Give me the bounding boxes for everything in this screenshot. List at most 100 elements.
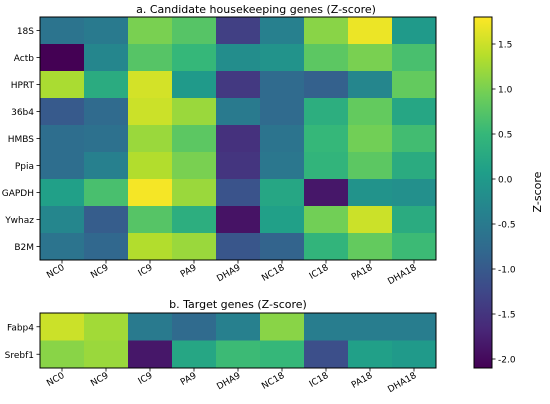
column-label: NC18 [260, 263, 286, 284]
column-label: NC0 [45, 263, 66, 281]
heatmap-cell [392, 233, 437, 261]
heatmap-cell [172, 152, 217, 180]
heatmap-cell [128, 233, 173, 261]
heatmap-cell [260, 98, 305, 126]
colorbar [473, 16, 493, 369]
column-label: DHA9 [215, 263, 242, 285]
heatmap-cell [304, 206, 349, 234]
heatmap-cell [216, 206, 261, 234]
heatmap-cell [84, 340, 129, 369]
column-label: PA18 [350, 263, 375, 283]
column-label: NC0 [45, 371, 66, 389]
panel-b-column-labels: NC0 NC9 IC9 PA9 DHA9 NC18 IC18 PA18 DHA18 [45, 368, 419, 395]
panel-b-heatmap [40, 313, 437, 369]
heatmap-cell [348, 98, 393, 126]
colorbar-tick-label: 1.5 [498, 41, 512, 51]
heatmap-cell [172, 313, 217, 341]
heatmap-cell [260, 71, 305, 99]
colorbar-tick-label: 1.0 [498, 86, 513, 96]
heatmap-cell [172, 17, 217, 45]
heatmap-cell [172, 44, 217, 72]
heatmap-cell [216, 313, 261, 341]
column-label: DHA9 [215, 371, 242, 393]
heatmap-cell [348, 179, 393, 207]
heatmap-cell [304, 17, 349, 45]
heatmap-cell [84, 44, 129, 72]
heatmap-cell [128, 98, 173, 126]
heatmap-cell [304, 125, 349, 153]
heatmap-cell [84, 71, 129, 99]
heatmap-cell [304, 44, 349, 72]
heatmap-cell [348, 152, 393, 180]
row-label: Ppia [15, 162, 34, 172]
heatmap-cell [260, 125, 305, 153]
heatmap-cell [392, 98, 437, 126]
heatmap-cell [40, 44, 85, 72]
heatmap-cell [304, 313, 349, 341]
heatmap-cell [128, 152, 173, 180]
colorbar-tick-label: -2.0 [498, 356, 516, 366]
column-label: IC9 [137, 371, 155, 387]
heatmap-cell [40, 179, 85, 207]
row-label: Fabp4 [7, 323, 34, 333]
row-label: GAPDH [2, 189, 34, 199]
colorbar-tick-label: -1.5 [498, 311, 516, 321]
row-label: B2M [14, 243, 34, 253]
heatmap-cell [172, 98, 217, 126]
panel-a-title: a. Candidate housekeeping genes (Z-score… [136, 3, 376, 16]
heatmap-cell [40, 340, 85, 369]
heatmap-cell [260, 179, 305, 207]
colorbar-tick-label: -1.0 [498, 266, 516, 276]
heatmap-cell [216, 233, 261, 261]
heatmap-cell [172, 233, 217, 261]
heatmap-cell [40, 98, 85, 126]
heatmap-cell [40, 206, 85, 234]
heatmap-cell [260, 17, 305, 45]
heatmap-cell [128, 179, 173, 207]
row-label: Actb [14, 54, 34, 64]
row-label: Srebf1 [5, 351, 34, 361]
colorbar-tick-label: 0.5 [498, 131, 512, 141]
heatmap-cell [84, 313, 129, 341]
heatmap-cell [260, 152, 305, 180]
heatmap-cell [216, 44, 261, 72]
heatmap-cell [84, 206, 129, 234]
column-label: DHA18 [386, 371, 418, 395]
heatmap-cell [216, 152, 261, 180]
heatmap-cell [84, 179, 129, 207]
column-label: IC9 [137, 263, 155, 279]
heatmap-cell [348, 71, 393, 99]
row-label: HPRT [11, 81, 35, 91]
column-label: NC9 [89, 263, 110, 281]
panel-b-title: b. Target genes (Z-score) [169, 298, 307, 311]
heatmap-cell [304, 98, 349, 126]
heatmap-cell [348, 233, 393, 261]
heatmap-cell [84, 98, 129, 126]
colorbar-tick-label: -0.5 [498, 221, 516, 231]
heatmap-cell [40, 71, 85, 99]
heatmap-cell [392, 152, 437, 180]
panel-a-heatmap [40, 17, 437, 261]
heatmap-cell [304, 152, 349, 180]
heatmap-cell [260, 340, 305, 369]
heatmap-cell [348, 44, 393, 72]
heatmap-cell [128, 71, 173, 99]
heatmap-cell [128, 206, 173, 234]
column-label: IC18 [308, 263, 331, 282]
heatmap-cell [172, 340, 217, 369]
heatmap-cell [392, 44, 437, 72]
row-label: HMBS [8, 135, 35, 145]
heatmap-cell [128, 125, 173, 153]
column-label: PA9 [179, 371, 199, 388]
heatmap-cell [216, 340, 261, 369]
column-label: NC18 [260, 371, 286, 392]
heatmap-cell [348, 206, 393, 234]
heatmap-cell [304, 233, 349, 261]
heatmap-cell [40, 313, 85, 341]
heatmap-cell [216, 17, 261, 45]
heatmap-cell [392, 313, 437, 341]
panel-a-column-labels: NC0 NC9 IC9 PA9 DHA9 NC18 IC18 PA18 DHA18 [45, 260, 419, 287]
panel-a-row-labels: 18S Actb HPRT 36b4 HMBS Ppia GAPDH Ywhaz B2M [2, 27, 40, 253]
heatmap-cell [392, 206, 437, 234]
heatmap-cell [84, 152, 129, 180]
